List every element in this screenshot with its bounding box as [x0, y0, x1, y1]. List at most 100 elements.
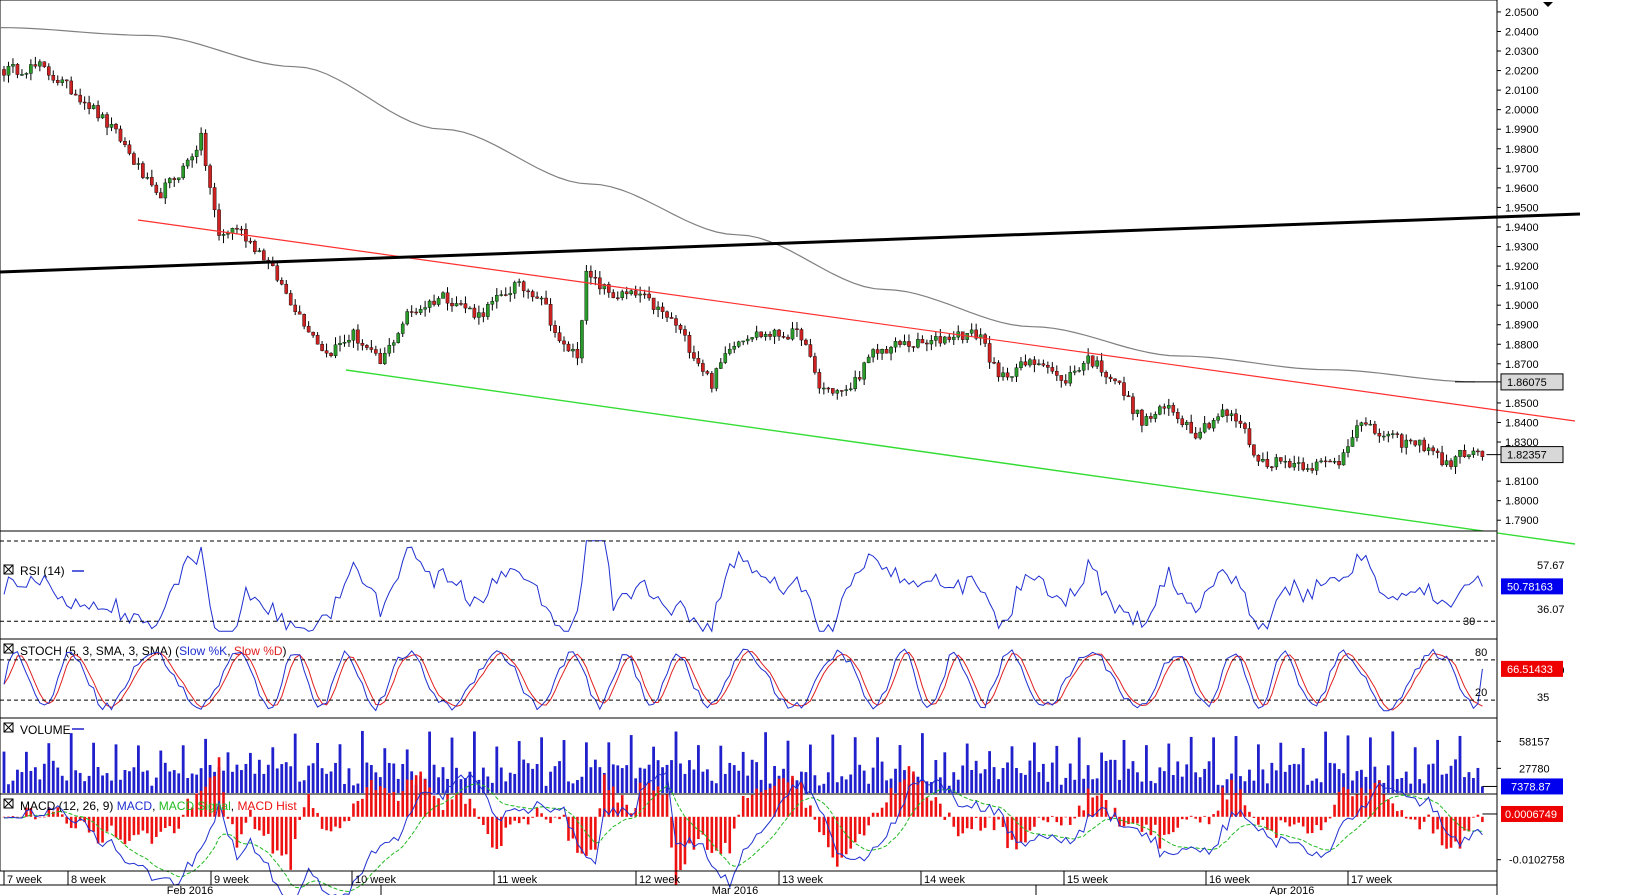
- volume-bar: [710, 780, 714, 793]
- macd-hist-bar: [683, 816, 687, 865]
- macd-hist-bar: [1194, 816, 1197, 819]
- volume-bar: [145, 770, 149, 793]
- macd-hist-bar: [450, 799, 454, 817]
- macd-hist-bar: [1203, 815, 1206, 817]
- volume-bar: [181, 745, 185, 793]
- candle-body: [1046, 365, 1050, 368]
- resistance-trendline[interactable]: [137, 219, 1576, 422]
- volume-bar: [311, 763, 315, 793]
- rsi-badge: [1501, 578, 1563, 595]
- stoch-pane[interactable]: STOCH (5, 3, SMA, 3, SMA) (Slow %K, Slow…: [0, 638, 1498, 719]
- volume-bar: [199, 768, 203, 793]
- volume-bar: [607, 742, 611, 793]
- macd-hist-bar: [473, 808, 476, 817]
- candle-body: [1426, 447, 1431, 451]
- candle-body: [342, 342, 347, 344]
- candle-body: [611, 292, 616, 298]
- candle-body: [288, 293, 293, 306]
- macd-hist-bar: [858, 816, 861, 835]
- candle-body: [20, 74, 24, 76]
- volume-bar: [56, 767, 60, 793]
- volume-tick-label: 58157: [1519, 736, 1550, 748]
- macd-hist-bar: [706, 816, 709, 850]
- rsi-pane[interactable]: RSI (14): [0, 530, 1498, 640]
- candle-body: [257, 250, 262, 252]
- stoch-slow-d-line: [3, 651, 1483, 711]
- volume-bar: [1122, 739, 1126, 793]
- volume-bar: [437, 777, 440, 793]
- volume-bar: [1324, 731, 1327, 793]
- candle-body: [638, 293, 642, 296]
- candle-body: [754, 331, 759, 338]
- volume-close-icon[interactable]: [3, 722, 14, 733]
- macd-pane[interactable]: MACD (12, 26, 9) MACD, MACD Signal, MACD…: [0, 757, 1498, 895]
- macd-hist-bar: [656, 786, 660, 817]
- macd-hist-bar: [379, 786, 382, 817]
- candle-body: [705, 371, 710, 374]
- candle-body: [1010, 376, 1014, 378]
- volume-bar: [154, 777, 158, 793]
- macd-hist-bar: [768, 788, 772, 817]
- macd-hist-bar: [1064, 816, 1068, 818]
- candle-body: [651, 297, 656, 310]
- candle-body: [1086, 355, 1090, 364]
- rsi-close-icon[interactable]: [3, 564, 14, 575]
- candle-body: [481, 312, 486, 317]
- volume-bar: [231, 771, 234, 793]
- volume-bar: [119, 779, 122, 793]
- volume-bar: [1346, 735, 1350, 793]
- volume-bar: [320, 768, 324, 793]
- macd-hist-bar: [1400, 810, 1404, 817]
- support-trendline[interactable]: [345, 369, 1576, 545]
- candle-body: [239, 228, 244, 231]
- macd-hist-bar: [1373, 782, 1377, 817]
- macd-hist-bar: [11, 815, 15, 817]
- macd-hist-bar: [1216, 810, 1220, 817]
- candle-body: [378, 353, 383, 364]
- volume-bar: [1431, 763, 1435, 793]
- macd-hist-bar: [1355, 794, 1359, 817]
- macd-hist-bar: [665, 794, 669, 817]
- volume-pane[interactable]: VOLUME: [0, 717, 1498, 795]
- macd-hist-bar: [827, 816, 830, 848]
- volume-bar: [51, 760, 55, 793]
- candle-body: [687, 335, 692, 353]
- week-label: 17 week: [1351, 874, 1392, 886]
- macd-hist-bar: [930, 800, 933, 817]
- candle-body: [1001, 372, 1005, 378]
- long-trendline[interactable]: [0, 212, 1581, 274]
- candle-body: [391, 342, 396, 346]
- volume-bar: [880, 761, 884, 793]
- candle-body: [1050, 367, 1055, 372]
- macd-line: [3, 770, 1483, 895]
- candle-body: [736, 341, 741, 347]
- volume-bar: [517, 741, 521, 793]
- candle-body: [710, 373, 714, 389]
- candle-body: [405, 311, 410, 325]
- macd-hist-bar: [1158, 816, 1162, 849]
- candle-body: [1077, 370, 1081, 372]
- macd-hist-bar: [468, 798, 472, 817]
- candle-body: [1377, 433, 1382, 437]
- macd-hist-bar: [1275, 816, 1278, 838]
- candle-body: [539, 297, 544, 300]
- scroll-marker-icon[interactable]: [1543, 2, 1553, 7]
- candle-body: [1435, 450, 1440, 453]
- volume-bar: [670, 760, 673, 793]
- volume-bar: [1131, 761, 1135, 793]
- macd-hist-bar: [795, 788, 799, 817]
- candle-body: [1211, 420, 1216, 429]
- candle-body: [665, 311, 669, 318]
- stoch-close-icon[interactable]: [3, 643, 14, 654]
- macd-hist-bar: [589, 816, 593, 850]
- macd-close-icon[interactable]: [3, 798, 14, 809]
- candle-body: [1256, 454, 1261, 462]
- price-pane[interactable]: [0, 0, 1581, 545]
- candle-body: [1193, 432, 1198, 439]
- volume-bar: [795, 780, 799, 793]
- volume-bar: [1015, 768, 1018, 793]
- volume-bar: [441, 767, 445, 793]
- volume-bar: [867, 783, 871, 793]
- candle-body: [490, 300, 495, 305]
